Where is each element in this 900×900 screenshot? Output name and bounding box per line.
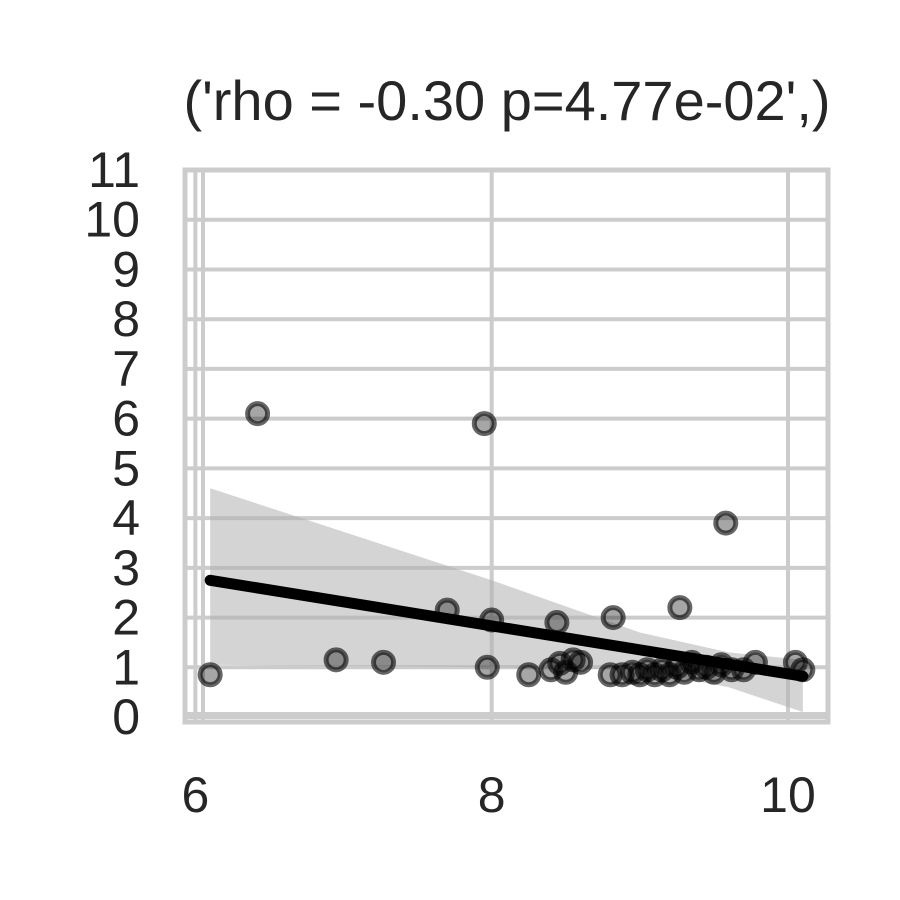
data-point [667, 595, 693, 621]
data-point [434, 597, 460, 623]
x-tick-label: 10 [760, 767, 816, 823]
data-point [471, 411, 497, 437]
y-tick-label: 1 [112, 639, 140, 695]
data-point [544, 610, 570, 636]
data-point [516, 662, 542, 688]
data-point [790, 657, 816, 683]
x-tick-label: 8 [478, 767, 506, 823]
x-tick-label: 6 [181, 767, 209, 823]
data-point [713, 510, 739, 536]
y-tick-label: 6 [112, 391, 140, 447]
y-tick-label: 4 [112, 490, 140, 546]
data-points [197, 401, 816, 688]
data-point [197, 662, 223, 688]
y-tick-label: 5 [112, 440, 140, 496]
chart-title: ('rho = -0.30 p=4.77e-02',) [183, 69, 830, 132]
x-axis-ticks: 6 8 10 [181, 767, 815, 823]
y-tick-label: 10 [84, 192, 140, 248]
data-point [742, 649, 768, 675]
y-tick-label: 2 [112, 590, 140, 646]
y-tick-label: 8 [112, 291, 140, 347]
data-point [371, 649, 397, 675]
data-point [600, 605, 626, 631]
data-point [323, 647, 349, 673]
y-tick-label: 0 [112, 689, 140, 745]
y-tick-label: 11 [88, 142, 140, 198]
y-tick-label: 3 [112, 540, 140, 596]
y-tick-label: 9 [112, 241, 140, 297]
data-point [479, 607, 505, 633]
data-point [474, 654, 500, 680]
data-point [568, 649, 594, 675]
data-point [245, 401, 271, 427]
y-tick-label: 7 [112, 341, 140, 397]
